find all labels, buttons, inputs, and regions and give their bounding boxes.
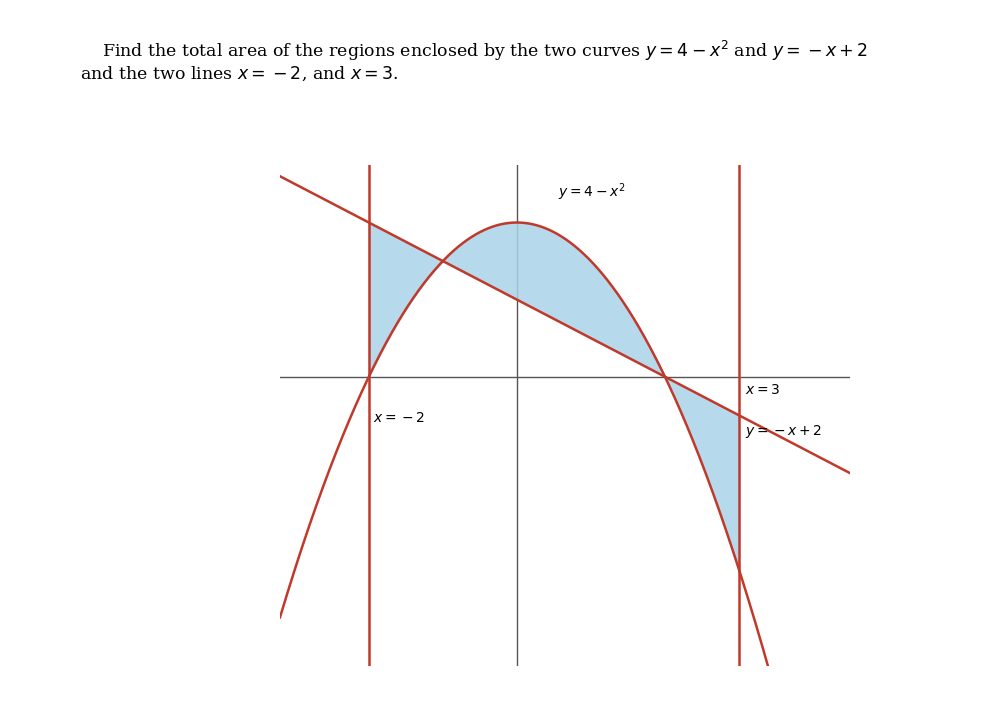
Text: $y = 4 - x^2$: $y = 4 - x^2$ — [558, 182, 625, 203]
Text: $y = -x + 2$: $y = -x + 2$ — [745, 423, 822, 440]
Text: $x = -2$: $x = -2$ — [373, 412, 425, 425]
Text: and the two lines $x = -2$, and $x = 3$.: and the two lines $x = -2$, and $x = 3$. — [80, 64, 399, 83]
Text: $x = 3$: $x = 3$ — [745, 382, 780, 397]
Text: Find the total area of the regions enclosed by the two curves $y = 4-x^2$ and $y: Find the total area of the regions enclo… — [80, 39, 868, 64]
